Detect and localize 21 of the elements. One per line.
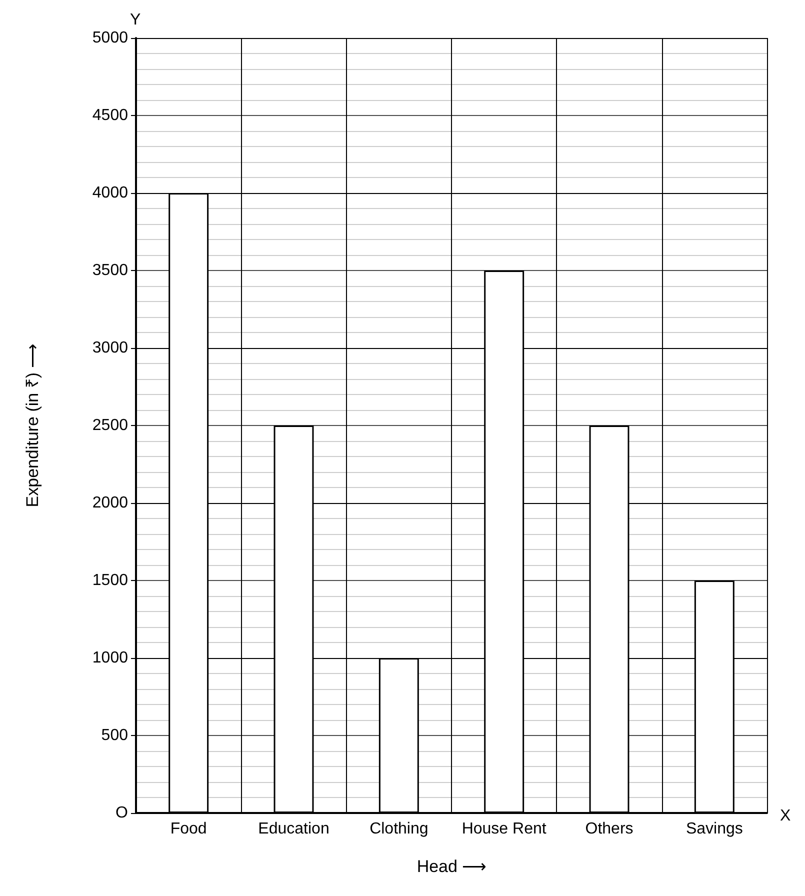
y-axis-title: Expenditure (in ₹) ⟶ bbox=[23, 344, 42, 508]
x-tick-label: Food bbox=[170, 820, 207, 838]
x-tick-label: Savings bbox=[686, 820, 743, 838]
y-tick-label: 2000 bbox=[92, 494, 128, 512]
x-tick-label: Education bbox=[258, 820, 330, 838]
x-tick-label: Clothing bbox=[370, 820, 428, 838]
y-tick-label: 3000 bbox=[92, 340, 128, 356]
y-tick-label: O bbox=[116, 804, 128, 822]
y-tick-label: 5000 bbox=[92, 30, 128, 46]
x-tick-label: Others bbox=[585, 820, 634, 838]
x-axis-title: Head ⟶ bbox=[416, 857, 486, 876]
y-tick-label: 2500 bbox=[92, 417, 128, 434]
text: Y bbox=[130, 12, 141, 28]
y-tick-label: 3500 bbox=[92, 262, 128, 279]
y-tick-label: 1000 bbox=[92, 650, 128, 666]
y-tick-label: 1500 bbox=[92, 572, 128, 589]
text: X bbox=[780, 808, 791, 824]
y-tick-label: 500 bbox=[101, 727, 128, 744]
x-tick-label: House Rent bbox=[462, 820, 547, 838]
y-tick-label: 4000 bbox=[92, 184, 128, 202]
y-tick-label: 4500 bbox=[92, 107, 128, 124]
